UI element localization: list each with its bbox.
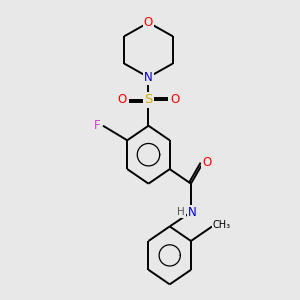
- Text: H: H: [177, 207, 185, 217]
- Text: F: F: [94, 119, 101, 132]
- Text: N: N: [144, 71, 153, 84]
- Text: S: S: [144, 94, 153, 106]
- Text: O: O: [118, 94, 127, 106]
- Text: O: O: [170, 94, 179, 106]
- Text: O: O: [144, 16, 153, 29]
- Text: O: O: [202, 156, 211, 169]
- Text: CH₃: CH₃: [213, 220, 231, 230]
- Text: N: N: [188, 206, 197, 219]
